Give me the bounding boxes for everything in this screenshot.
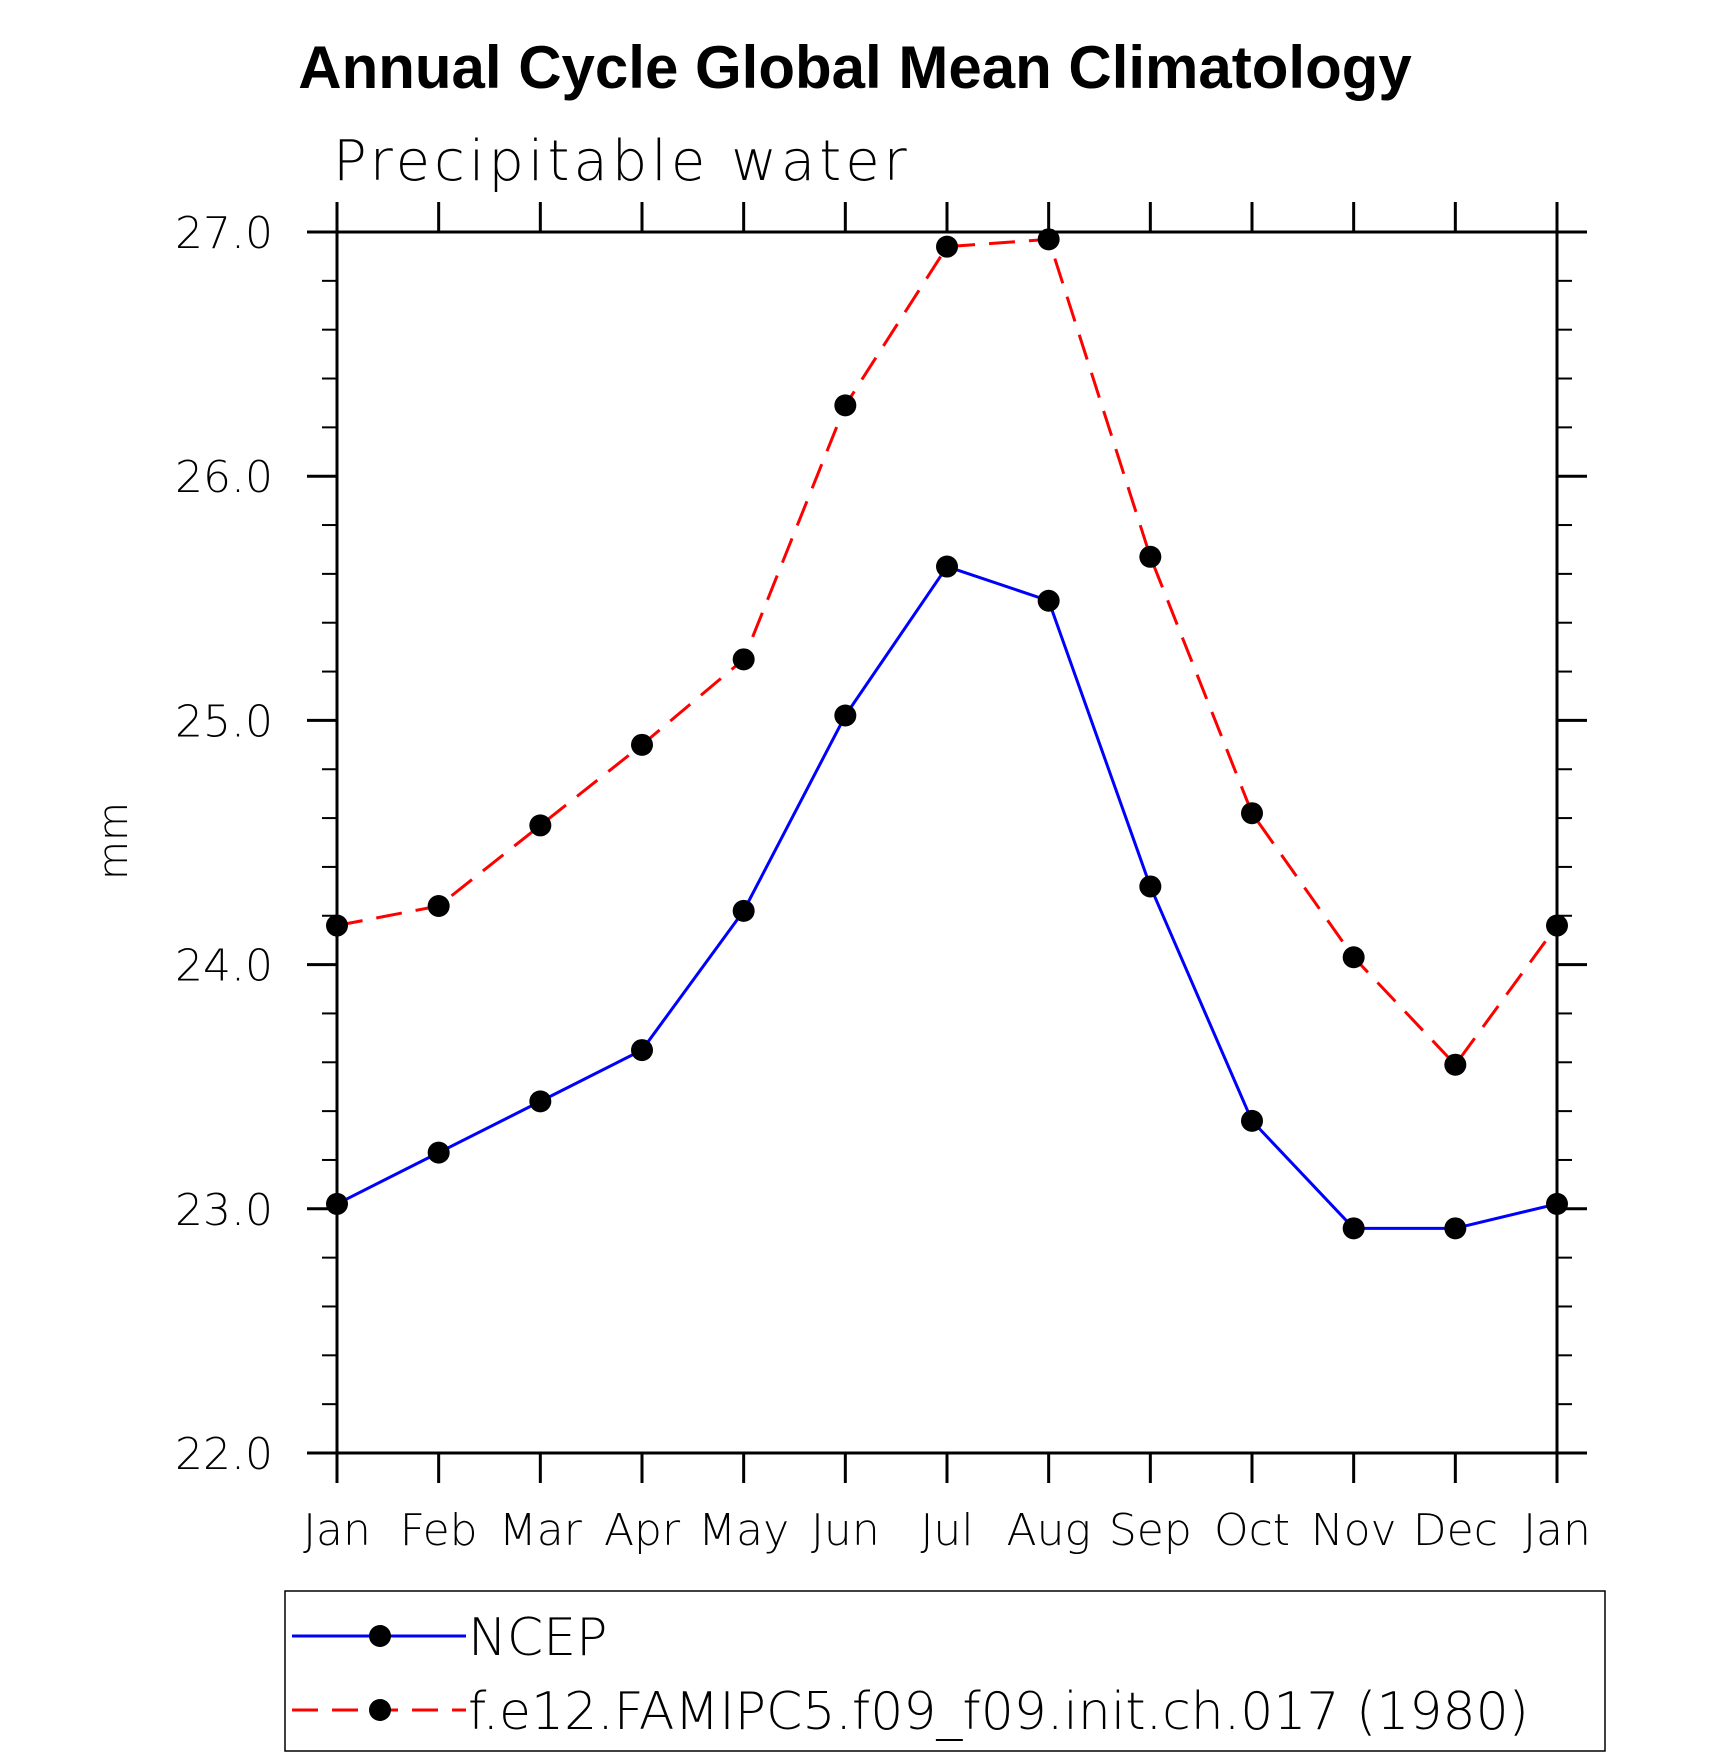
data-point	[1139, 875, 1162, 898]
chart-title: Annual Cycle Global Mean Climatology	[298, 34, 1412, 101]
data-point	[1241, 1109, 1263, 1132]
series-markers	[326, 228, 1568, 1240]
data-point	[1037, 589, 1060, 612]
x-tick-label: Jan	[1523, 1505, 1591, 1556]
series-lines	[336, 237, 1559, 1230]
legend-swatch-marker-ncep	[369, 1625, 391, 1647]
data-point	[1444, 1053, 1467, 1076]
data-point	[427, 894, 450, 917]
data-point	[936, 555, 958, 578]
data-point	[1139, 545, 1162, 568]
x-tick-label: Jun	[811, 1505, 880, 1556]
data-point	[1546, 1192, 1568, 1215]
y-axis-label: mm	[91, 802, 137, 880]
data-point	[732, 648, 755, 671]
legend-box	[284, 1590, 1606, 1752]
y-tick-label: 24.0	[175, 941, 273, 992]
x-tick-label: Apr	[604, 1505, 681, 1556]
series-line-1	[336, 237, 1559, 1067]
data-point	[529, 1090, 552, 1113]
x-tick-label: Oct	[1214, 1505, 1290, 1556]
data-point	[834, 704, 857, 727]
x-tick-label: Aug	[1006, 1505, 1090, 1556]
data-point	[326, 1192, 348, 1215]
x-tick-label: Feb	[400, 1505, 478, 1556]
x-tick-label: Mar	[499, 1505, 583, 1556]
data-point	[1546, 914, 1568, 937]
data-point	[834, 394, 857, 417]
data-point	[936, 235, 958, 258]
data-point	[631, 1039, 653, 1062]
data-point	[427, 1141, 450, 1164]
data-point	[1342, 946, 1365, 969]
data-point	[529, 814, 552, 837]
x-tick-label: Sep	[1109, 1505, 1192, 1556]
legend-swatch-marker-model	[369, 1699, 391, 1721]
x-tick-label: Jan	[303, 1505, 371, 1556]
y-tick-label: 25.0	[175, 696, 273, 747]
series-line-0	[336, 565, 1558, 1230]
data-point	[1444, 1217, 1467, 1240]
x-tick-label: Dec	[1413, 1505, 1498, 1556]
y-tick-label: 26.0	[175, 452, 273, 503]
axes: Jan Feb Mar Apr May Jun Jul Aug Sep Oct Nov Dec Jan 2…	[175, 202, 1591, 1556]
chart-subtitle: Precipitable water	[333, 129, 911, 194]
data-point	[1241, 802, 1263, 825]
data-point	[1037, 228, 1060, 251]
legend-label-ncep: NCEP	[468, 1608, 607, 1668]
x-tick-label: Jul	[920, 1505, 973, 1556]
x-tick-label: Nov	[1311, 1505, 1397, 1556]
y-tick-label: 27.0	[175, 208, 273, 259]
y-tick-label: 22.0	[175, 1429, 273, 1480]
data-point	[631, 733, 653, 756]
x-tick-label: May	[698, 1505, 789, 1556]
data-point	[326, 914, 348, 937]
legend-label-model: f.e12.FAMIPC5.f09_f09.init.ch.017 (1980)	[468, 1682, 1529, 1742]
data-point	[1342, 1217, 1365, 1240]
data-point	[732, 899, 755, 922]
y-tick-label: 23.0	[175, 1185, 273, 1236]
legend: NCEP f.e12.FAMIPC5.f09_f09.init.ch.017 (…	[284, 1590, 1606, 1752]
